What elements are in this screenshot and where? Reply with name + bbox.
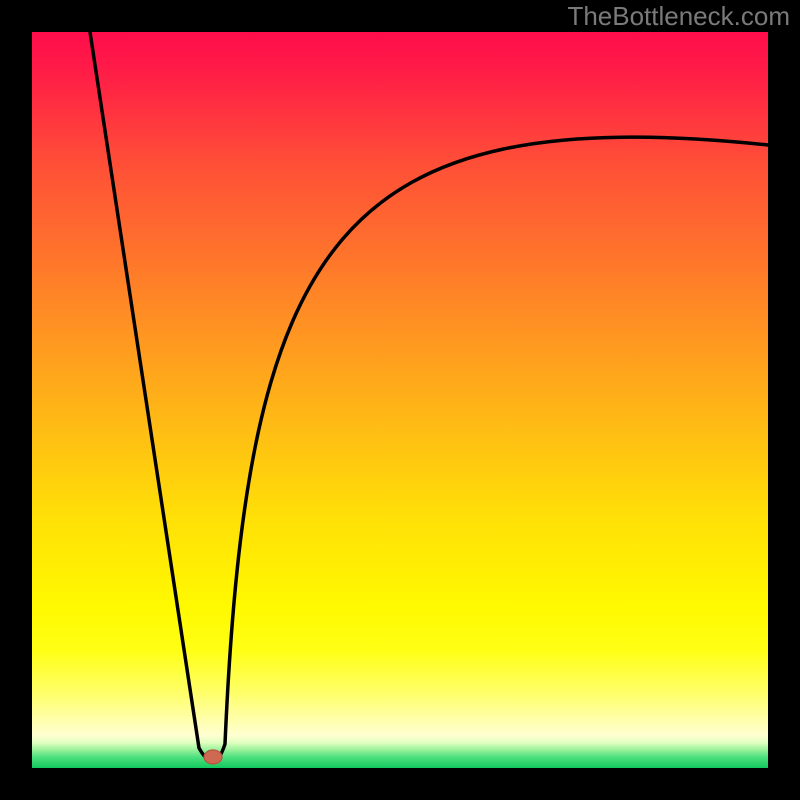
optimal-point-marker	[204, 750, 222, 764]
bottleneck-chart	[0, 0, 800, 800]
watermark-text: TheBottleneck.com	[567, 1, 790, 32]
chart-background	[32, 32, 768, 768]
chart-container: TheBottleneck.com	[0, 0, 800, 800]
